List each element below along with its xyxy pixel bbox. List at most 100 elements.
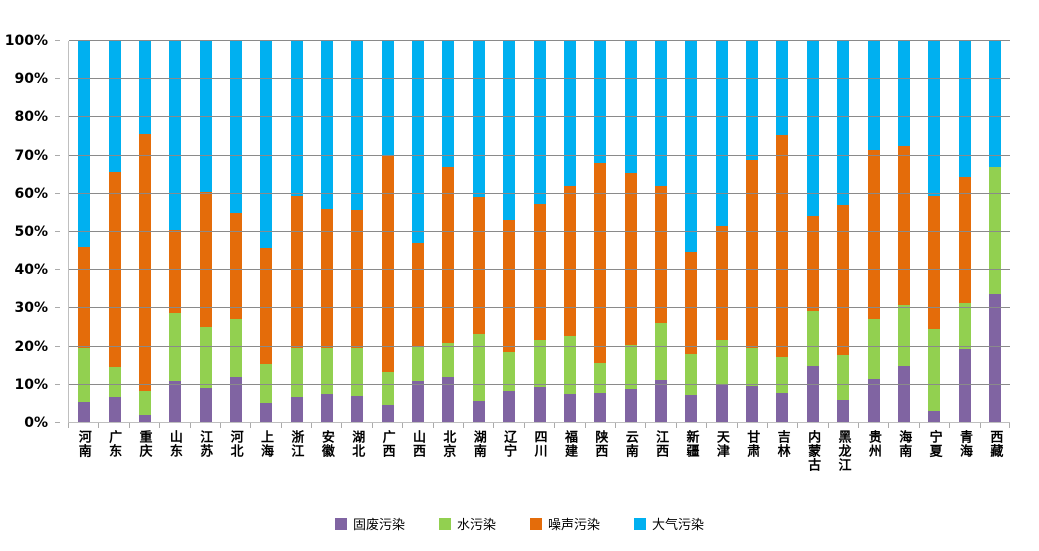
bar-吉林 [776, 41, 789, 422]
y-tick-label-10%: 10% [14, 376, 48, 393]
bar-segment-新疆-固废污染 [685, 394, 698, 422]
y-tick-label-0%: 0% [24, 415, 48, 431]
bar-segment-甘肃-噪声污染 [746, 159, 759, 348]
bar-segment-山东-固废污染 [169, 381, 182, 422]
bar-segment-陕西-水污染 [594, 363, 607, 394]
bar-segment-湖南-噪声污染 [472, 197, 485, 335]
x-label-slot-新疆: 新疆 [676, 430, 706, 512]
x-label-slot-云南: 云南 [615, 430, 645, 512]
bar-segment-河南-大气污染 [78, 41, 91, 247]
x-label-slot-西藏: 西藏 [980, 430, 1010, 512]
bar-segment-山西-大气污染 [412, 41, 425, 243]
x-category-label-陕西: 陕西 [592, 430, 608, 458]
x-category-label-甘肃: 甘肃 [744, 430, 760, 458]
x-tick-mark [766, 423, 768, 428]
gridline-10% [69, 383, 1010, 385]
x-category-label-北京: 北京 [440, 430, 456, 458]
y-tick-mark [55, 269, 60, 271]
x-category-label-西藏: 西藏 [987, 430, 1003, 458]
gridline-30% [69, 307, 1010, 309]
bar-slot-浙江 [282, 41, 312, 422]
bar-segment-云南-大气污染 [624, 41, 637, 173]
legend-item-水污染: 水污染 [438, 514, 496, 533]
bar-北京 [442, 41, 455, 422]
bar-segment-海南-噪声污染 [897, 145, 910, 306]
bar-segment-贵州-噪声污染 [867, 150, 880, 320]
gridline-80% [69, 116, 1010, 118]
bar-segment-广东-大气污染 [108, 41, 121, 173]
bar-重庆 [138, 41, 151, 422]
bar-segment-山东-大气污染 [169, 41, 182, 230]
x-label-slot-北京: 北京 [433, 430, 463, 512]
bar-segment-西藏-水污染 [988, 166, 1001, 295]
bar-segment-重庆-水污染 [138, 391, 151, 415]
y-tick-mark [55, 116, 60, 118]
bar-segment-河南-噪声污染 [78, 246, 91, 349]
x-label-slot-浙江: 浙江 [281, 430, 311, 512]
bar-slot-黑龙江 [828, 41, 858, 422]
bar-segment-山西-水污染 [412, 346, 425, 381]
x-label-slot-重庆: 重庆 [129, 430, 159, 512]
x-label-slot-湖北: 湖北 [342, 430, 372, 512]
x-category-label-广西: 广西 [379, 430, 395, 458]
x-tick-mark [614, 423, 616, 428]
x-category-label-浙江: 浙江 [288, 430, 304, 458]
x-label-slot-青海: 青海 [949, 430, 979, 512]
bar-segment-湖北-噪声污染 [351, 210, 364, 349]
x-label-slot-江西: 江西 [645, 430, 675, 512]
y-tick-label-100%: 100% [4, 33, 48, 49]
bar-segment-上海-水污染 [260, 364, 273, 403]
bar-海南 [897, 41, 910, 422]
x-tick-mark [402, 423, 404, 428]
bar-segment-辽宁-噪声污染 [503, 219, 516, 352]
x-label-slot-广西: 广西 [372, 430, 402, 512]
bar-segment-四川-噪声污染 [533, 203, 546, 341]
bar-segment-山东-水污染 [169, 313, 182, 382]
x-label-slot-内蒙古: 内蒙古 [797, 430, 827, 512]
bar-segment-西藏-大气污染 [988, 41, 1001, 167]
bar-福建 [563, 41, 576, 422]
x-tick-mark [219, 423, 221, 428]
bar-slot-内蒙古 [798, 41, 828, 422]
x-tick-mark [1009, 423, 1010, 428]
x-label-slot-海南: 海南 [889, 430, 919, 512]
bar-西藏 [988, 41, 1001, 422]
x-axis-ticks [68, 423, 1010, 428]
bar-segment-海南-大气污染 [897, 41, 910, 146]
x-tick-mark [280, 423, 282, 428]
bar-segment-四川-大气污染 [533, 41, 546, 204]
y-tick-mark [55, 40, 60, 41]
bar-山东 [169, 41, 182, 422]
bar-slot-安徽 [312, 41, 342, 422]
x-label-slot-辽宁: 辽宁 [493, 430, 523, 512]
bar-四川 [533, 41, 546, 422]
x-category-label-四川: 四川 [531, 430, 547, 458]
x-tick-mark [432, 423, 434, 428]
bar-slot-海南 [889, 41, 919, 422]
x-category-label-江苏: 江苏 [197, 430, 213, 458]
y-tick-mark [55, 383, 60, 385]
bar-segment-宁夏-大气污染 [928, 41, 941, 197]
x-category-label-湖北: 湖北 [349, 430, 365, 458]
bar-segment-湖北-水污染 [351, 348, 364, 396]
x-label-slot-黑龙江: 黑龙江 [828, 430, 858, 512]
bar-segment-湖北-大气污染 [351, 41, 364, 211]
bar-segment-北京-大气污染 [442, 41, 455, 168]
x-category-label-辽宁: 辽宁 [501, 430, 517, 458]
x-category-label-河南: 河南 [75, 430, 91, 458]
bar-segment-天津-水污染 [715, 339, 728, 384]
bar-广西 [381, 41, 394, 422]
x-category-label-上海: 上海 [258, 430, 274, 458]
x-category-label-内蒙古: 内蒙古 [805, 430, 821, 472]
bar-segment-福建-大气污染 [563, 41, 576, 187]
y-tick-mark [55, 422, 60, 423]
bar-segment-甘肃-大气污染 [746, 41, 759, 160]
x-category-label-安徽: 安徽 [318, 430, 334, 458]
y-axis: 0% 10% 20% 30% 40% 50% 60% 70% 80% 90% 100% [0, 33, 60, 431]
x-category-label-黑龙江: 黑龙江 [835, 430, 851, 472]
bar-segment-新疆-大气污染 [685, 41, 698, 253]
y-tick-mark [55, 231, 60, 232]
bar-segment-湖北-固废污染 [351, 395, 364, 422]
gridline-60% [69, 192, 1010, 194]
